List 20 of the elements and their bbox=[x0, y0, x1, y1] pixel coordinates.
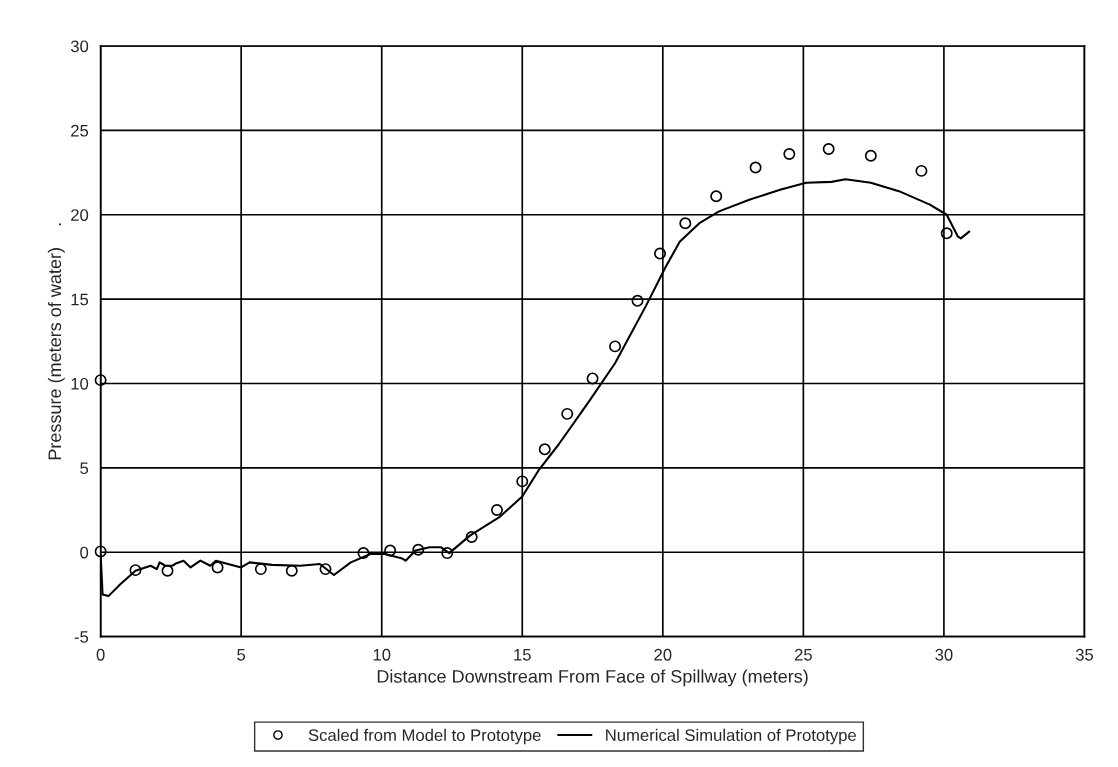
y-tick-label: 5 bbox=[80, 462, 89, 475]
x-tick-label: 30 bbox=[935, 648, 953, 661]
x-tick-label: 15 bbox=[514, 649, 531, 661]
x-tick-label: 10 bbox=[373, 648, 391, 661]
y-tick-label: 25 bbox=[71, 124, 89, 137]
legend-label: Scaled from Model to Prototype bbox=[308, 728, 541, 745]
x-axis-title: Distance Downstream From Face of Spillway (meters) bbox=[377, 669, 808, 687]
y-tick-label: 0 bbox=[80, 546, 89, 559]
y-tick-label: 15 bbox=[71, 293, 89, 306]
x-tick-label: 35 bbox=[1075, 648, 1094, 661]
y-axis-title: Pressure (meters of water) . bbox=[47, 223, 65, 460]
x-tick-label: 20 bbox=[654, 648, 672, 661]
y-tick-label: -5 bbox=[74, 631, 89, 643]
y-tick-label: 20 bbox=[71, 209, 89, 221]
x-tick-label: 5 bbox=[237, 649, 246, 661]
legend-label: Numerical Simulation of Prototype bbox=[606, 728, 856, 745]
y-tick-label: 10 bbox=[71, 377, 89, 390]
x-tick-label: 25 bbox=[794, 648, 812, 661]
x-tick-label: 0 bbox=[96, 648, 105, 661]
y-tick-label: 30 bbox=[70, 40, 89, 53]
